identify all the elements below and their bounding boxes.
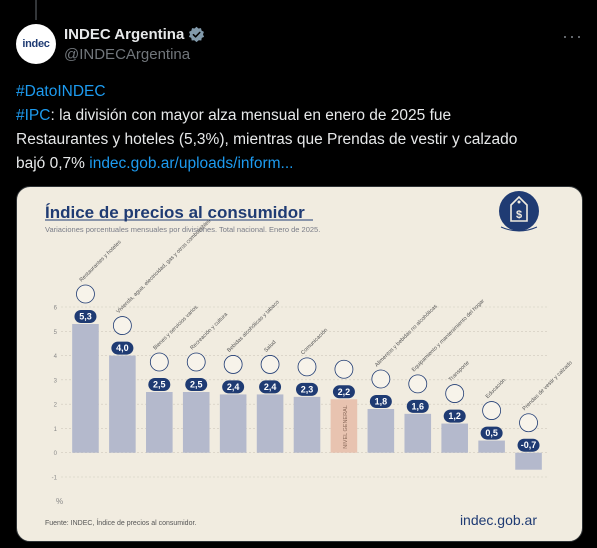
category-icon <box>371 369 391 389</box>
indec-logo: indec.gob.ar <box>460 512 537 528</box>
more-options-icon[interactable]: ··· <box>562 26 583 46</box>
avatar[interactable]: indec <box>16 24 56 64</box>
bar <box>109 355 136 453</box>
bar <box>441 423 468 453</box>
category-icon <box>334 359 354 379</box>
category-icon <box>223 355 243 374</box>
tweet-text-line: bajó 0,7% <box>16 155 90 172</box>
avatar-text: indec <box>22 38 50 50</box>
tweet-text-line: Restaurantes y hoteles (5,3%), mientras … <box>16 131 518 148</box>
display-name[interactable]: INDEC Argentina <box>64 26 185 43</box>
handle[interactable]: @INDECArgentina <box>64 46 191 63</box>
data-label: -0,7 <box>521 440 537 450</box>
value-badge <box>369 395 392 408</box>
name-row: INDEC Argentina <box>64 26 205 43</box>
svg-text:$: $ <box>516 209 522 221</box>
bar <box>146 392 173 453</box>
y-tick-label: 1 <box>54 427 58 433</box>
data-label: 2,2 <box>338 387 351 397</box>
source-note: Fuente: INDEC, Índice de precios al cons… <box>45 518 196 527</box>
thread-line <box>35 0 37 20</box>
category-label: Recreación y cultura <box>189 311 229 351</box>
y-tick-label: 0 <box>54 451 58 457</box>
value-badge <box>222 380 245 394</box>
hashtag-link[interactable]: #DatoINDEC <box>16 83 106 100</box>
category-label: Salud <box>263 340 277 354</box>
y-tick-label: -1 <box>52 476 58 482</box>
price-tag-badge-icon: $ <box>499 191 539 232</box>
media-card[interactable]: Índice de precios al consumidor Variacio… <box>16 186 583 542</box>
category-icon <box>76 284 95 304</box>
bar <box>182 392 210 453</box>
data-label: 1,6 <box>412 401 425 411</box>
bar <box>478 440 505 453</box>
value-badge <box>148 378 171 391</box>
bar <box>256 394 284 453</box>
bar <box>219 394 247 453</box>
value-badge <box>406 399 429 413</box>
value-badge <box>296 382 318 396</box>
bar <box>72 324 99 453</box>
value-badge <box>259 380 282 394</box>
category-icon <box>297 357 317 377</box>
url-link[interactable]: indec.gob.ar/uploads/inform... <box>89 155 294 172</box>
tweet-text-line: : la división con mayor alza mensual en … <box>50 107 452 124</box>
category-icon <box>112 316 132 335</box>
bar <box>404 413 432 453</box>
ipc-chart: Índice de precios al consumidor Variacio… <box>45 191 574 528</box>
data-label: 1,2 <box>448 411 461 421</box>
bar <box>515 452 542 470</box>
category-icon <box>149 352 169 372</box>
y-tick-label: 5 <box>54 330 58 336</box>
data-label: 2,4 <box>227 382 240 392</box>
data-label: 2,4 <box>264 382 277 392</box>
category-label: NIVEL GENERAL <box>343 405 349 449</box>
bar <box>330 399 358 453</box>
category-icon <box>260 355 280 374</box>
category-icon <box>482 401 502 420</box>
data-label: 1,8 <box>375 397 388 407</box>
data-label: 0,5 <box>485 428 498 438</box>
category-label: Equipamiento y mantenimiento del hogar <box>411 298 486 373</box>
chart-subtitle: Variaciones porcentuales mensuales por d… <box>45 225 320 234</box>
category-icon <box>408 374 428 394</box>
value-badge <box>74 310 97 323</box>
data-label: 5,3 <box>79 312 92 322</box>
data-label: 2,5 <box>153 380 166 390</box>
value-badge <box>111 341 134 355</box>
value-badge <box>185 378 208 391</box>
tweet-text: #DatoINDEC #IPC: la división con mayor a… <box>16 80 581 176</box>
bar <box>367 409 395 453</box>
data-label: 2,3 <box>301 384 314 394</box>
category-label: Comunicación <box>300 327 329 356</box>
bar <box>293 396 321 453</box>
value-badge <box>517 438 540 452</box>
category-label: Educación <box>485 378 507 400</box>
y-tick-label: 4 <box>54 354 58 360</box>
category-icon <box>445 384 465 403</box>
category-label: Transporte <box>448 360 471 383</box>
category-label: Restaurantes y hoteles <box>79 239 123 283</box>
data-label: 2,5 <box>190 380 203 390</box>
value-badge <box>443 409 466 423</box>
category-label: Prendas de vestir y calzado <box>522 360 574 412</box>
y-axis-label: % <box>56 497 63 506</box>
y-tick-label: 3 <box>54 378 58 384</box>
category-icon <box>186 352 206 372</box>
category-icon <box>519 413 538 433</box>
hashtag-link[interactable]: #IPC <box>16 107 51 124</box>
verified-badge-icon <box>189 26 205 43</box>
y-tick-label: 2 <box>54 403 58 409</box>
value-badge <box>332 385 355 399</box>
data-label: 4,0 <box>116 343 129 353</box>
y-tick-label: 6 <box>54 306 58 312</box>
chart-title: Índice de precios al consumidor <box>45 203 305 222</box>
value-badge <box>480 426 503 440</box>
